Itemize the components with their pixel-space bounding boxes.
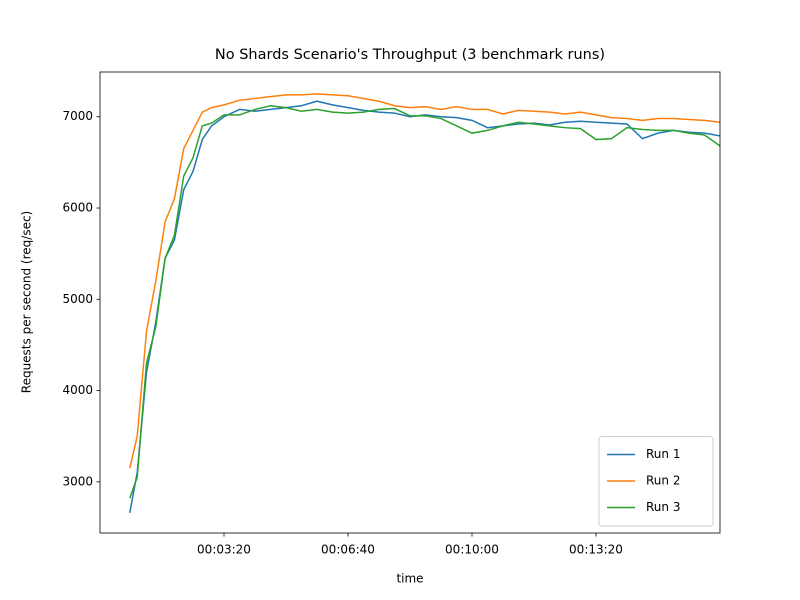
y-tick-label: 7000 (62, 109, 93, 123)
series-line (129, 105, 720, 499)
y-tick-label: 5000 (62, 292, 93, 306)
x-axis-label: time (396, 572, 423, 586)
y-tick-label: 4000 (62, 383, 93, 397)
series-line (129, 100, 720, 514)
x-tick-label: 00:13:20 (569, 543, 623, 557)
y-tick-label: 6000 (62, 201, 93, 215)
chart-title: No Shards Scenario's Throughput (3 bench… (215, 47, 605, 63)
legend-label: Run 1 (646, 447, 680, 461)
legend-label: Run 3 (646, 500, 680, 514)
y-tick-label: 3000 (62, 474, 93, 488)
x-tick-label: 00:10:00 (445, 543, 499, 557)
x-tick-label: 00:06:40 (321, 543, 375, 557)
legend-box (598, 436, 714, 527)
plot-frame (99, 71, 721, 534)
x-tick-label: 00:03:20 (197, 543, 251, 557)
y-axis-label: Requests per second (req/sec) (20, 211, 34, 393)
legend-label: Run 2 (646, 474, 680, 488)
series-line (129, 93, 720, 469)
